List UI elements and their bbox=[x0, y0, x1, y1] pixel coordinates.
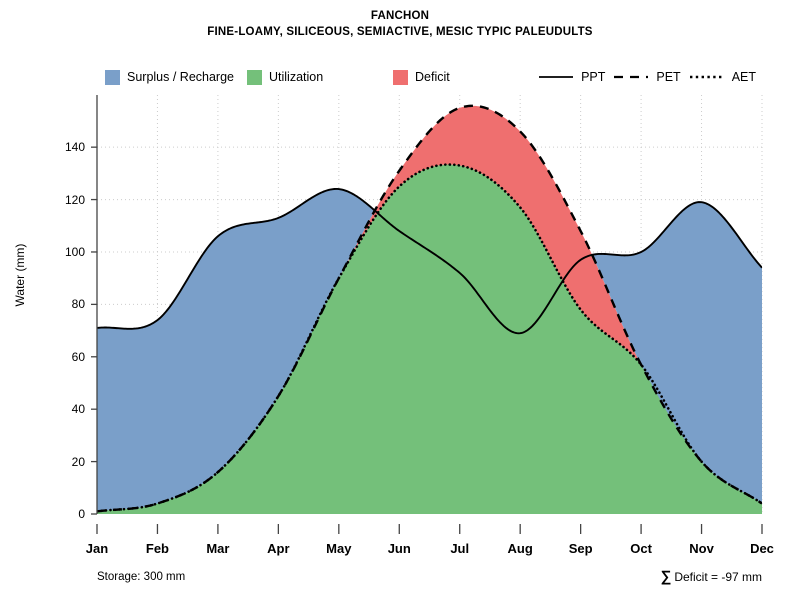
legend-item-utilization: Utilization bbox=[247, 66, 323, 88]
legend-item-ppt: PPT bbox=[538, 70, 605, 84]
x-tick-label: Aug bbox=[507, 541, 533, 556]
ppt-line-sample-icon bbox=[538, 71, 574, 83]
utilization-swatch-icon bbox=[247, 69, 262, 85]
legend-label-deficit: Deficit bbox=[415, 70, 450, 84]
x-tick-label: May bbox=[326, 541, 352, 556]
legend-label-aet: AET bbox=[731, 70, 756, 84]
ppt-line bbox=[97, 187, 762, 335]
surplus-recharge-area bbox=[592, 202, 762, 504]
surplus-recharge-area bbox=[97, 188, 374, 512]
x-tick-label: Jan bbox=[85, 541, 109, 556]
y-tick-label: 120 bbox=[64, 192, 85, 207]
y-tick-label: 80 bbox=[71, 297, 85, 312]
legend-label-pet: PET bbox=[656, 70, 681, 84]
y-tick-label: 100 bbox=[64, 244, 85, 259]
surplus-recharge-swatch-icon bbox=[105, 69, 120, 85]
legend-label-utilization: Utilization bbox=[269, 70, 324, 84]
x-tick-label: Apr bbox=[267, 541, 290, 556]
x-tick-label: Feb bbox=[145, 541, 170, 556]
storage-annotation: Storage: 300 mm bbox=[97, 571, 186, 583]
y-tick-label: 140 bbox=[64, 140, 85, 155]
x-tick-label: Oct bbox=[630, 541, 652, 556]
legend-label-ppt: PPT bbox=[581, 70, 606, 84]
sigma-icon: ∑ bbox=[660, 568, 672, 585]
legend-item-pet: PET bbox=[613, 70, 681, 84]
pet-line-sample-icon bbox=[613, 71, 649, 83]
x-tick-label: Jun bbox=[387, 541, 411, 556]
legend-item-surplus-recharge: Surplus / Recharge bbox=[105, 66, 234, 88]
legend-item-aet: AET bbox=[689, 70, 756, 84]
pet-line bbox=[97, 104, 762, 513]
y-tick-label: 40 bbox=[71, 402, 85, 417]
legend-item-deficit: Deficit bbox=[393, 66, 450, 88]
x-tick-label: Jul bbox=[450, 541, 470, 556]
chart-legend: Surplus / Recharge Utilization Deficit P… bbox=[0, 66, 800, 88]
deficit-swatch-icon bbox=[393, 69, 408, 85]
legend-label-surplus-recharge: Surplus / Recharge bbox=[127, 70, 235, 84]
x-tick-label: Sep bbox=[568, 541, 593, 556]
chart-title: FANCHON FINE-LOAMY, SILICEOUS, SEMIACTIV… bbox=[0, 8, 800, 40]
utilization-area bbox=[97, 164, 762, 514]
y-tick-label: 20 bbox=[71, 454, 85, 469]
chart-title-line-1: FANCHON bbox=[370, 10, 430, 22]
sum-deficit-annotation: ∑ Deficit = -97 mm bbox=[661, 569, 762, 584]
legend-lines-group: PPT PET AET bbox=[538, 66, 756, 88]
chart-title-line-2: FINE-LOAMY, SILICEOUS, SEMIACTIVE, MESIC… bbox=[207, 26, 593, 38]
y-tick-label: 0 bbox=[78, 507, 85, 521]
x-tick-label: Mar bbox=[206, 541, 230, 556]
sum-deficit-text: Deficit = -97 mm bbox=[674, 570, 762, 584]
y-tick-label: 60 bbox=[71, 349, 85, 364]
x-tick-label: Dec bbox=[750, 541, 774, 556]
x-tick-label: Nov bbox=[689, 541, 714, 556]
deficit-area bbox=[340, 105, 640, 363]
